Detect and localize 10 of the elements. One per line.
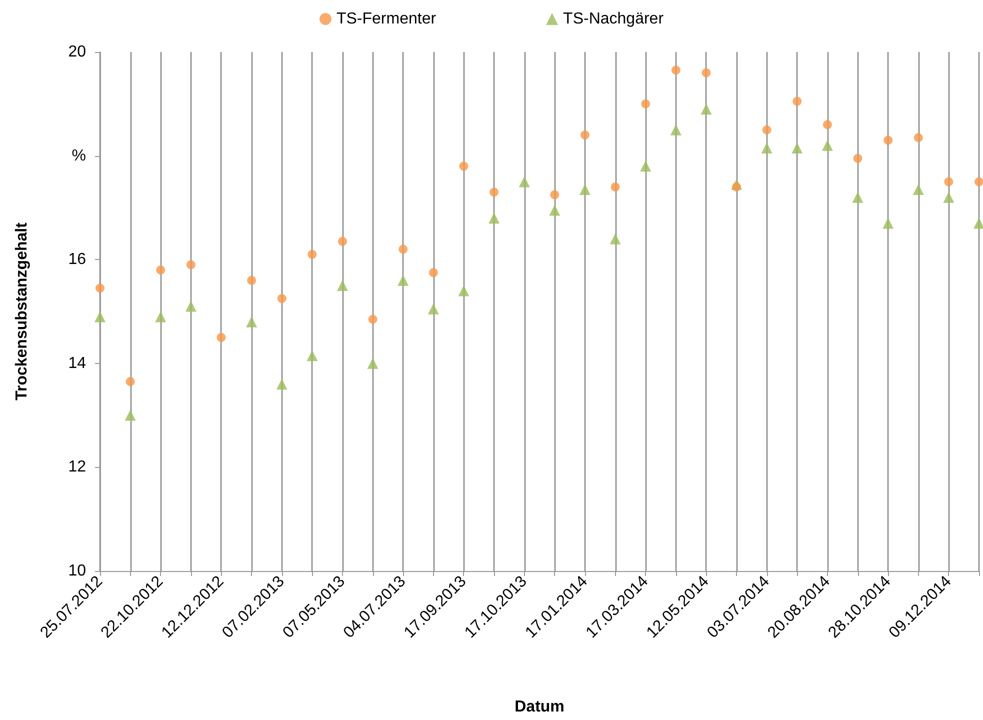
legend-label: TS-Nachgärer — [563, 10, 664, 28]
y-tick-label: 16 — [68, 251, 86, 268]
y-tick-label: 14 — [68, 354, 86, 372]
y-tick-label: 12 — [68, 458, 86, 476]
y-tick-label: 20 — [68, 44, 86, 60]
legend-label: TS-Fermenter — [336, 10, 437, 28]
y-tick-label: % — [72, 147, 86, 164]
x-axis-title: Datum — [514, 698, 564, 716]
y-tick-label: 10 — [68, 562, 86, 580]
y-axis-title: Trockensubstanzgehalt — [14, 222, 30, 400]
